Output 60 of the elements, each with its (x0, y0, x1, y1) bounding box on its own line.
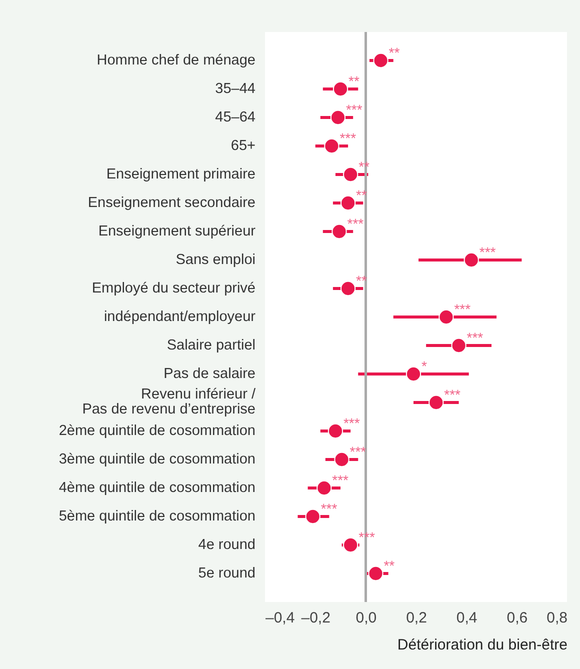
data-label: *** (466, 330, 484, 346)
point (328, 423, 344, 439)
y-tick-label: 2ème quintile de cosommation (58, 423, 256, 439)
x-tick-label: –0,2 (301, 610, 330, 626)
point (451, 338, 466, 354)
data-label: ** (384, 558, 396, 574)
data-label: ** (348, 73, 360, 89)
x-axis-title: Détérioration du bien-être (397, 636, 568, 654)
y-tick-label: Revenu inférieur / Pas de revenu d’entreprise (82, 386, 256, 418)
y-tick-label: 3ème quintile de cosommation (58, 452, 256, 468)
data-label: *** (454, 301, 472, 317)
point (324, 138, 340, 154)
y-tick-label: 5ème quintile de cosommation (58, 508, 256, 524)
point (406, 366, 422, 382)
y-tick-label: Pas de salaire (164, 366, 256, 382)
point (373, 52, 388, 68)
data-label: *** (343, 415, 360, 431)
x-tick-label: 0,8 (546, 610, 568, 626)
point (428, 394, 444, 410)
data-label: *** (346, 102, 363, 118)
y-tick-label: 4e round (198, 537, 256, 553)
data-label: *** (479, 244, 496, 260)
y-tick-label: 45–64 (215, 110, 256, 126)
point (305, 508, 320, 524)
y-tick-label: 35–44 (215, 81, 256, 97)
point (330, 110, 346, 126)
point (340, 195, 356, 211)
x-tick-label: 0,0 (356, 610, 377, 626)
x-tick-label: 0,2 (406, 610, 427, 626)
point (342, 166, 358, 182)
x-tick-label: 0,4 (456, 610, 478, 626)
x-tick-label: –0,4 (266, 610, 295, 626)
y-tick-label: Sans emploi (176, 252, 256, 268)
data-label: ** (388, 44, 400, 60)
y-tick-label: 4ème quintile de cosommation (58, 480, 256, 496)
point (342, 537, 358, 553)
point (334, 452, 350, 468)
point (438, 309, 454, 325)
y-tick-label: 5e round (198, 566, 256, 582)
point (332, 224, 347, 240)
point (368, 566, 384, 582)
data-label: *** (320, 500, 338, 516)
y-tick-label: 65+ (230, 138, 256, 154)
x-tick-label: 0,6 (506, 610, 528, 626)
y-tick-label: Salaire partiel (166, 338, 256, 354)
point (332, 81, 348, 97)
y-tick-label: Employé du secteur privé (92, 280, 256, 296)
y-tick-label: Enseignement supérieur (98, 224, 256, 240)
y-tick-label: Enseignement primaire (106, 166, 256, 182)
data-label: *** (444, 386, 462, 402)
data-label: *** (332, 472, 350, 488)
data-label: *** (347, 216, 364, 232)
y-tick-label: Homme chef de ménage (96, 52, 256, 68)
data-label: *** (340, 130, 357, 146)
point (464, 252, 479, 268)
point (340, 280, 356, 296)
y-tick-label: indépendant/employeur (104, 309, 256, 325)
data-label: * (421, 358, 428, 374)
point (316, 480, 332, 496)
y-tick-label: Enseignement secondaire (88, 195, 256, 211)
